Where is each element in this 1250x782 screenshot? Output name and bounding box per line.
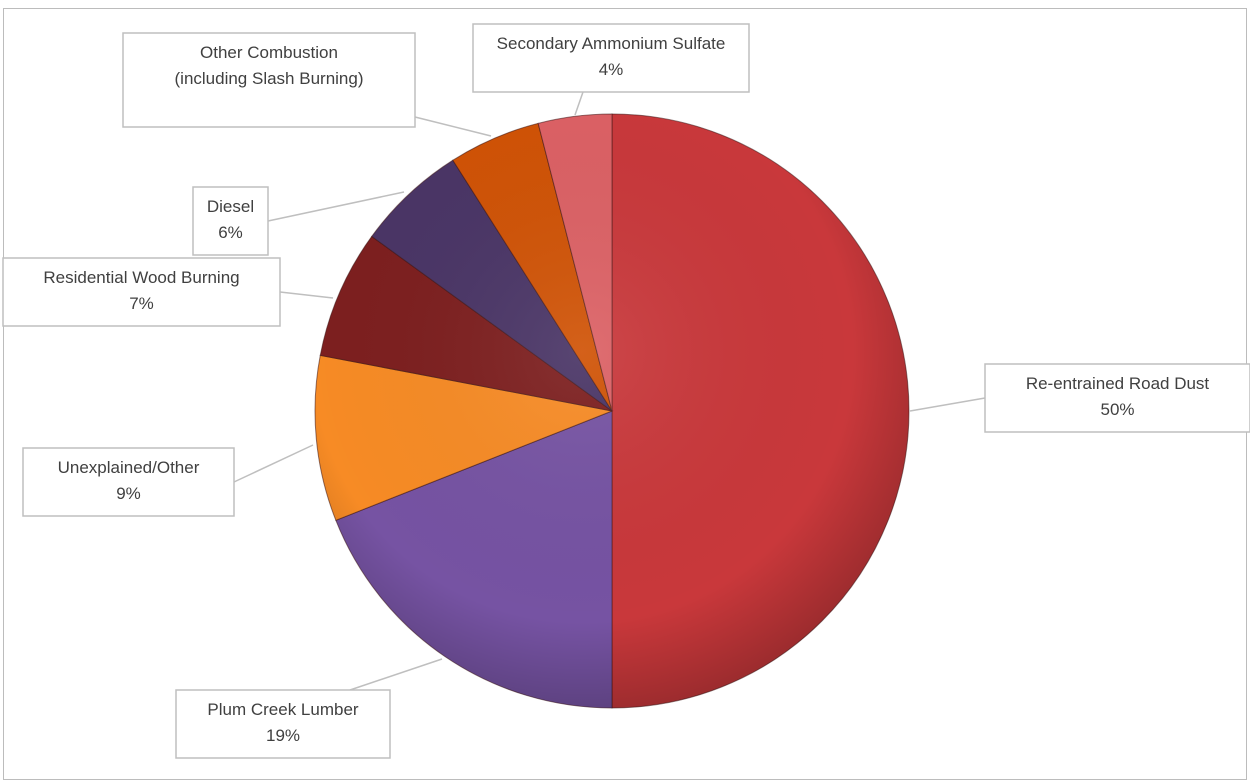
pie-slice-re-entrained-road-dust[interactable] <box>611 113 910 709</box>
data-label-box-re-entrained-road-dust <box>984 363 1250 433</box>
data-label-category-diesel: Diesel <box>207 197 254 216</box>
data-label-percent-other-combustion-including-slash-burning: (including Slash Burning) <box>175 69 364 88</box>
leader-line-plum-creek-lumber <box>349 658 443 691</box>
data-label-percent-residential-wood-burning: 7% <box>129 294 154 313</box>
leader-line-re-entrained-road-dust <box>909 397 986 412</box>
data-label-box-unexplained-other <box>22 447 235 517</box>
callout-layer: Re-entrained Road Dust 50% Plum Creek Lumb… <box>2 23 1250 759</box>
data-label-box-plum-creek-lumber <box>175 689 391 759</box>
data-label-category-plum-creek-lumber: Plum Creek Lumber <box>207 700 359 719</box>
data-label-box-secondary-ammonium-sulfate <box>472 23 750 93</box>
leader-line-residential-wood-burning <box>279 291 334 299</box>
leader-line-other-combustion-including-slash-burning <box>414 116 492 137</box>
data-label-box-diesel <box>192 186 269 256</box>
leader-line-unexplained-other <box>233 444 314 483</box>
data-label-percent-plum-creek-lumber: 19% <box>266 726 300 745</box>
slices-layer <box>314 113 910 709</box>
leader-line-diesel <box>267 191 405 222</box>
data-label-percent-diesel: 6% <box>218 223 243 242</box>
data-label-category-secondary-ammonium-sulfate: Secondary Ammonium Sulfate <box>497 34 726 53</box>
data-label-percent-re-entrained-road-dust: 50% <box>1100 400 1134 419</box>
data-label-box-other-combustion-including-slash-burning <box>122 32 416 128</box>
data-label-box-residential-wood-burning <box>2 257 281 327</box>
leader-line-secondary-ammonium-sulfate <box>574 91 584 116</box>
data-label-percent-secondary-ammonium-sulfate: 4% <box>599 60 624 79</box>
data-label-category-other-combustion-including-slash-burning: Other Combustion <box>200 43 338 62</box>
data-label-percent-unexplained-other: 9% <box>116 484 141 503</box>
data-label-category-residential-wood-burning: Residential Wood Burning <box>43 268 239 287</box>
data-label-category-unexplained-other: Unexplained/Other <box>58 458 200 477</box>
leader-lines-layer <box>233 91 986 691</box>
data-label-category-re-entrained-road-dust: Re-entrained Road Dust <box>1026 374 1210 393</box>
